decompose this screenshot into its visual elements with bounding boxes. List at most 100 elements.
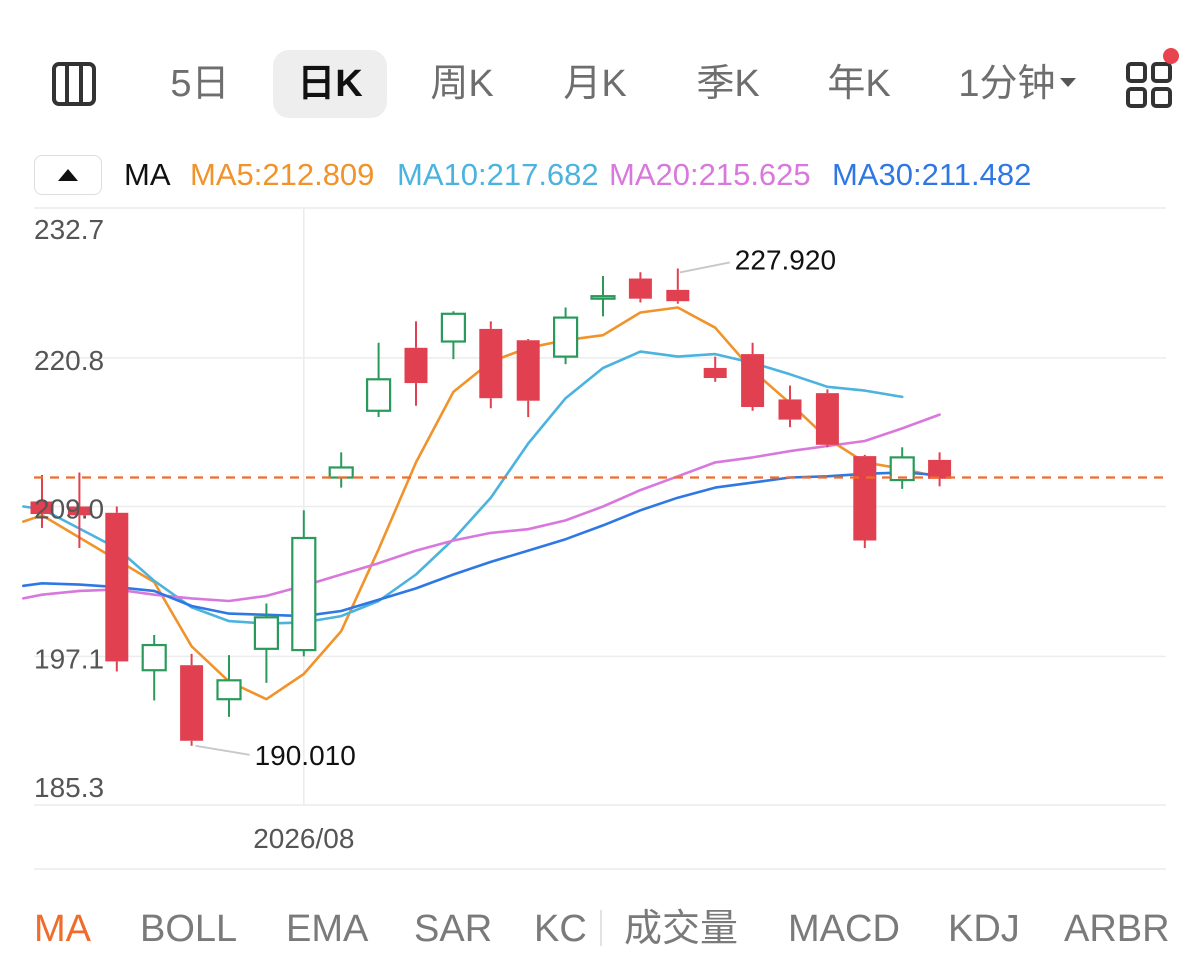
candle-body-up [552, 316, 579, 358]
candle-body-down [703, 367, 727, 379]
indicator-sar[interactable]: SAR [414, 908, 493, 950]
candle [928, 452, 952, 487]
indicator-volume[interactable]: 成交量 [624, 908, 739, 950]
tab-1min-dropdown[interactable]: 1分钟 [952, 50, 1082, 118]
candle-body-up [253, 616, 279, 650]
candle [703, 356, 727, 382]
candle [628, 272, 652, 303]
candle [216, 655, 242, 717]
grid-menu-icon [1126, 62, 1172, 108]
candle [180, 653, 204, 746]
ma30-line [21, 471, 941, 618]
y-tick-label: 232.7 [34, 214, 104, 245]
indicator-boll[interactable]: BOLL [140, 908, 238, 950]
candle [815, 389, 839, 448]
candle-body-up [889, 456, 915, 482]
candle [366, 342, 392, 418]
candle [67, 472, 91, 549]
collapse-button[interactable] [34, 155, 102, 195]
tab-quarterly-k[interactable]: 季K [696, 63, 760, 105]
candle [253, 603, 279, 683]
candle [328, 452, 354, 488]
period-toolbar: 5日 日K 周K 月K 季K 年K 1分钟 [0, 0, 1200, 140]
candle-body-up [440, 312, 466, 343]
tab-1min-label: 1分钟 [958, 63, 1056, 105]
indicator-macd[interactable]: MACD [788, 908, 900, 950]
high-price-label: 227.920 [735, 244, 836, 275]
candle [30, 475, 54, 528]
candle [666, 268, 690, 304]
indicator-ema[interactable]: EMA [286, 908, 369, 950]
candle-body-up [590, 295, 616, 300]
grid-menu-button[interactable] [1126, 62, 1172, 108]
ma5-value: MA5:212.809 [190, 157, 375, 192]
ma20-value: MA20:215.625 [609, 157, 811, 192]
candle-body-down [479, 328, 503, 399]
candle [404, 321, 428, 406]
candle [291, 510, 317, 657]
candle [889, 447, 915, 489]
indicator-kc[interactable]: KC [534, 908, 587, 950]
y-tick-label: 197.1 [34, 643, 104, 674]
candle-body-down [666, 289, 690, 302]
candle-body-down [516, 340, 540, 401]
candlestick-chart[interactable]: 232.7 220.8 209.0 197.1 185.3 2026/08 227.920 1… [0, 200, 1200, 870]
panel-layout-button[interactable] [52, 62, 96, 106]
y-tick-label: 185.3 [34, 772, 104, 803]
x-tick-label: 2026/08 [253, 823, 354, 854]
candle-body-down [928, 459, 952, 479]
candle-body-up [366, 378, 392, 412]
candle-body-down [180, 665, 204, 741]
candle-body-down [628, 278, 652, 299]
triangle-up-icon [58, 169, 78, 181]
candle [853, 454, 877, 549]
indicator-kdj[interactable]: KDJ [948, 908, 1020, 950]
tab-daily-k[interactable]: 日K [273, 50, 387, 118]
chevron-down-icon [1059, 78, 1076, 88]
candle-body-down [404, 347, 428, 384]
y-tick-label: 220.8 [34, 345, 104, 376]
candle-body-down [778, 399, 802, 420]
indicator-ma[interactable]: MA [34, 908, 91, 950]
candle [590, 276, 616, 317]
high-marker-line [679, 261, 730, 274]
axis-labels: 232.7 220.8 209.0 197.1 185.3 2026/08 227.920 1… [34, 214, 836, 854]
candle [440, 311, 466, 360]
candle [105, 506, 129, 672]
candle-body-down [67, 506, 91, 516]
grid [34, 207, 1166, 870]
candle-body-down [30, 501, 54, 515]
ma30-value: MA30:211.482 [832, 157, 1032, 192]
y-tick-label: 209.0 [34, 494, 104, 525]
candle-body-down [741, 354, 765, 407]
candle [141, 634, 167, 701]
ma-legend: MA MA5:212.809 MA10:217.682 MA20:215.625… [0, 150, 1200, 200]
low-marker-line [195, 744, 250, 756]
ma10-value: MA10:217.682 [397, 157, 599, 192]
low-price-label: 190.010 [255, 740, 356, 771]
candle-body-up [141, 643, 167, 672]
candle [741, 342, 765, 411]
indicator-divider [600, 910, 602, 946]
tab-monthly-k[interactable]: 月K [563, 63, 627, 105]
candle [479, 321, 503, 409]
panel-layout-icon [52, 62, 96, 106]
ma10-line [21, 350, 904, 625]
candle-body-down [815, 393, 839, 445]
candle-body-up [328, 466, 354, 479]
candle-body-down [105, 512, 129, 662]
candle [516, 338, 540, 418]
candle-body-up [291, 536, 317, 652]
candles [30, 268, 952, 746]
tab-weekly-k[interactable]: 周K [430, 63, 494, 105]
candle-body-up [216, 679, 242, 701]
notification-dot [1163, 48, 1179, 64]
tab-5day[interactable]: 5日 [170, 63, 230, 105]
candle [778, 385, 802, 428]
tab-yearly-k[interactable]: 年K [827, 63, 891, 105]
ma20-line [21, 413, 941, 603]
ma-label: MA [124, 157, 171, 192]
candle-body-down [853, 456, 877, 541]
candle [552, 307, 579, 365]
indicator-arbr[interactable]: ARBR [1064, 908, 1170, 950]
